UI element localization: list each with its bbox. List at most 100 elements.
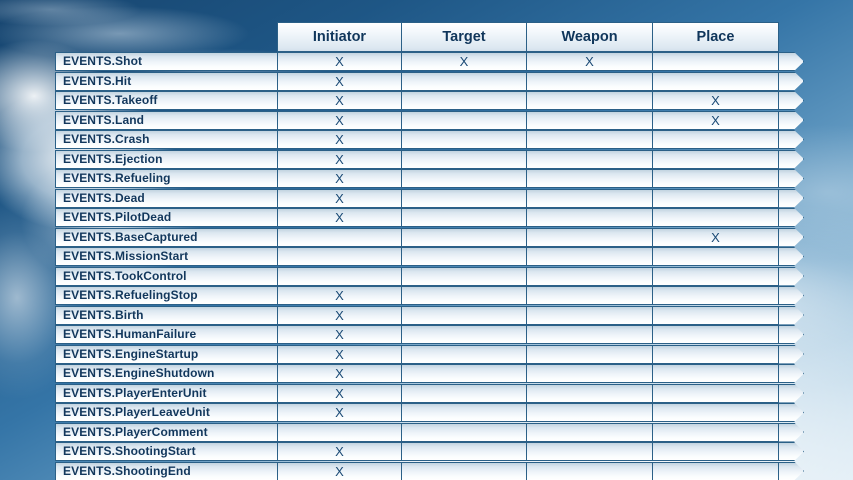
row-arrow-tail [778, 461, 804, 480]
row-arrow-tail [778, 286, 804, 305]
cell-place [652, 266, 779, 286]
cell-place [652, 442, 779, 461]
cell-initiator: X [277, 286, 402, 305]
cell-weapon [526, 422, 653, 442]
cell-weapon [526, 208, 653, 227]
cell-target [401, 247, 527, 266]
row-arrow-tail [778, 91, 804, 110]
table-row: EVENTS.RefuelingStop X [55, 286, 807, 305]
cell-initiator [277, 422, 402, 442]
table-row: EVENTS.EngineShutdown X [55, 364, 807, 383]
cell-initiator: X [277, 91, 402, 110]
cell-place [652, 188, 779, 208]
cell-weapon [526, 325, 653, 344]
check-mark: X [335, 73, 344, 89]
row-label: EVENTS.MissionStart [55, 247, 278, 266]
check-mark: X [335, 463, 344, 479]
row-label: EVENTS.ShootingEnd [55, 461, 278, 480]
row-label: EVENTS.Ejection [55, 149, 278, 169]
row-label: EVENTS.PilotDead [55, 208, 278, 227]
cell-place [652, 130, 779, 149]
table-row: EVENTS.Ejection X [55, 149, 807, 169]
cell-initiator: X [277, 442, 402, 461]
cell-initiator: X [277, 325, 402, 344]
cell-place [652, 305, 779, 325]
cell-weapon [526, 110, 653, 130]
cell-target [401, 383, 527, 403]
check-mark: X [335, 327, 344, 342]
table-row: EVENTS.Land X X [55, 110, 807, 130]
check-mark: X [335, 171, 344, 186]
table-row: EVENTS.PlayerComment [55, 422, 807, 442]
row-arrow-tail [778, 130, 804, 149]
cell-weapon [526, 286, 653, 305]
cell-target [401, 286, 527, 305]
row-label: EVENTS.PlayerEnterUnit [55, 383, 278, 403]
row-arrow-tail [778, 227, 804, 247]
cell-weapon [526, 91, 653, 110]
cell-place [652, 71, 779, 91]
column-header-weapon: Weapon [526, 22, 653, 52]
row-arrow-tail [778, 149, 804, 169]
cell-weapon [526, 383, 653, 403]
cell-target [401, 344, 527, 364]
cell-place: X [652, 227, 779, 247]
cell-initiator: X [277, 383, 402, 403]
row-label: EVENTS.Hit [55, 71, 278, 91]
cell-initiator: X [277, 52, 402, 71]
cell-weapon [526, 247, 653, 266]
row-arrow-tail [778, 247, 804, 266]
check-mark: X [335, 54, 344, 69]
cell-initiator: X [277, 149, 402, 169]
cell-initiator: X [277, 208, 402, 227]
row-label: EVENTS.TookControl [55, 266, 278, 286]
events-capability-table: Initiator Target Weapon Place EVENTS.Sho… [55, 22, 807, 480]
row-arrow-tail [778, 325, 804, 344]
cell-target [401, 71, 527, 91]
row-label: EVENTS.Shot [55, 52, 278, 71]
row-arrow-tail [778, 442, 804, 461]
check-mark: X [711, 93, 720, 108]
cell-place [652, 422, 779, 442]
cell-target [401, 305, 527, 325]
cell-target [401, 442, 527, 461]
cell-place: X [652, 91, 779, 110]
check-mark: X [335, 405, 344, 420]
row-arrow-tail [778, 266, 804, 286]
cell-weapon: X [526, 52, 653, 71]
check-mark: X [335, 210, 344, 225]
cell-place: X [652, 110, 779, 130]
table-row: EVENTS.PlayerLeaveUnit X [55, 403, 807, 422]
cell-target [401, 325, 527, 344]
check-mark: X [335, 132, 344, 147]
check-mark: X [459, 54, 469, 69]
cell-place [652, 169, 779, 188]
row-label: EVENTS.Refueling [55, 169, 278, 188]
cell-target [401, 266, 527, 286]
row-label: EVENTS.ShootingStart [55, 442, 278, 461]
row-label: EVENTS.RefuelingStop [55, 286, 278, 305]
row-label: EVENTS.PlayerLeaveUnit [55, 403, 278, 422]
cell-initiator: X [277, 110, 402, 130]
cell-weapon [526, 149, 653, 169]
row-arrow-tail [778, 422, 804, 442]
cell-target [401, 188, 527, 208]
table-row: EVENTS.PlayerEnterUnit X [55, 383, 807, 403]
column-header-place: Place [652, 22, 779, 52]
table-row: EVENTS.MissionStart [55, 247, 807, 266]
row-label: EVENTS.Dead [55, 188, 278, 208]
cell-place [652, 247, 779, 266]
cell-target [401, 110, 527, 130]
check-mark: X [335, 288, 344, 303]
table-row: EVENTS.Takeoff X X [55, 91, 807, 110]
cell-initiator: X [277, 461, 402, 480]
row-arrow-tail [778, 403, 804, 422]
cell-initiator [277, 266, 402, 286]
table-row: EVENTS.Crash X [55, 130, 807, 149]
row-arrow-tail [778, 52, 804, 71]
table-row: EVENTS.ShootingEnd X [55, 461, 807, 480]
row-label: EVENTS.EngineStartup [55, 344, 278, 364]
row-label: EVENTS.EngineShutdown [55, 364, 278, 383]
column-header-initiator: Initiator [277, 22, 402, 52]
cell-weapon [526, 305, 653, 325]
